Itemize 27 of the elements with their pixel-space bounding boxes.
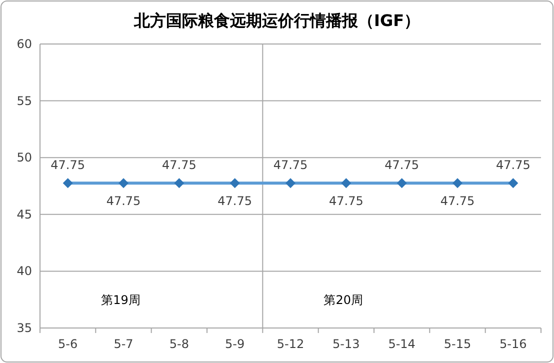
x-tick-label: 5-12 xyxy=(276,337,304,351)
x-tick-label: 5-9 xyxy=(225,337,245,351)
data-label: 47.75 xyxy=(328,194,364,208)
chart-title: 北方国际粮食远期运价行情播报（IGF） xyxy=(132,11,420,30)
data-label: 47.75 xyxy=(496,158,530,172)
annotation: 第20周 xyxy=(324,293,364,307)
y-tick-label: 50 xyxy=(16,150,32,165)
annotation: 第19周 xyxy=(101,293,140,307)
x-tick-label: 5-6 xyxy=(58,337,78,351)
data-label: 47.75 xyxy=(384,158,420,172)
data-label: 47.75 xyxy=(106,194,141,208)
y-tick-label: 35 xyxy=(16,321,32,335)
data-label: 47.75 xyxy=(273,158,308,172)
x-tick-label: 5-7 xyxy=(114,337,134,351)
data-label: 47.75 xyxy=(218,194,252,208)
y-tick-label: 40 xyxy=(16,264,32,278)
y-tick-label: 45 xyxy=(16,207,32,222)
y-tick-label: 55 xyxy=(16,94,32,108)
x-tick-label: 5-13 xyxy=(332,337,360,351)
data-label: 47.75 xyxy=(50,158,86,172)
y-tick-label: 60 xyxy=(16,37,32,51)
data-label: 47.75 xyxy=(440,194,475,208)
x-tick-label: 5-15 xyxy=(444,337,472,351)
x-tick-label: 5-14 xyxy=(388,337,416,351)
x-tick-label: 5-16 xyxy=(500,337,527,351)
data-label: 47.75 xyxy=(162,158,196,172)
x-tick-label: 5-8 xyxy=(169,337,189,351)
